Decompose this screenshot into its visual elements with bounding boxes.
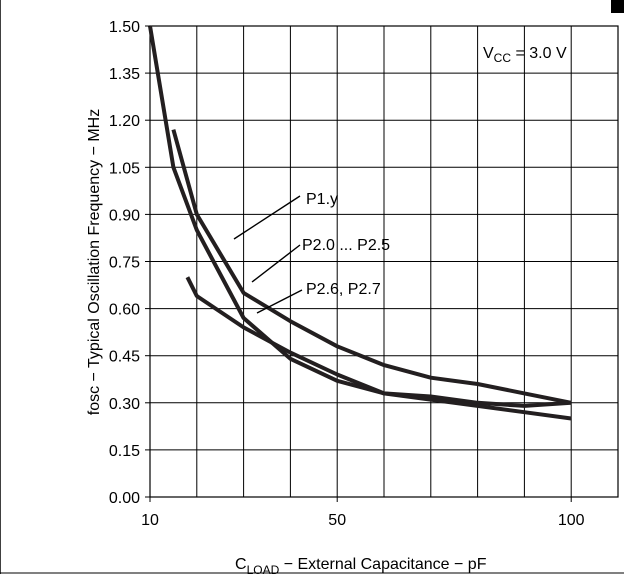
leader-p1y bbox=[233, 195, 301, 240]
leader-p20-p25 bbox=[251, 244, 301, 283]
grid bbox=[150, 26, 618, 497]
y-tick-label: 0.90 bbox=[109, 207, 140, 224]
vcc-prefix: V bbox=[483, 45, 494, 62]
vcc-annotation: VCC = 3.0 V bbox=[483, 45, 567, 65]
series-label-p26-p27: P2.6, P2.7 bbox=[306, 281, 381, 298]
y-axis-label: fosc − Typical Oscillation Frequency − M… bbox=[86, 109, 103, 416]
y-tick-label: 1.20 bbox=[109, 113, 140, 130]
vcc-rest: = 3.0 V bbox=[511, 45, 567, 62]
series-label-p1y: P1.y bbox=[306, 191, 338, 208]
x-tick-label: 50 bbox=[328, 512, 346, 529]
y-tick-label: 1.05 bbox=[109, 160, 140, 177]
y-tick-label: 0.00 bbox=[109, 490, 140, 507]
x-axis-label: CLOAD − External Capacitance − pF bbox=[235, 556, 487, 574]
corner-marker bbox=[611, 0, 624, 13]
series-layer bbox=[148, 25, 572, 421]
vcc-subscript: CC bbox=[494, 51, 512, 65]
x-tick-labels: 10 50 100 bbox=[141, 497, 585, 529]
y-tick-label: 0.45 bbox=[109, 349, 140, 366]
y-tick-label: 0.60 bbox=[109, 302, 140, 319]
series-line-2 bbox=[171, 129, 572, 405]
y-tick-label: 0.15 bbox=[109, 443, 140, 460]
x-axis-label-rest: − External Capacitance − pF bbox=[279, 556, 486, 573]
x-axis-label-subscript: LOAD bbox=[247, 563, 280, 574]
series-line-1 bbox=[148, 25, 572, 408]
y-tick-label: 0.30 bbox=[109, 396, 140, 413]
series-line-3 bbox=[185, 276, 572, 421]
y-tick-label: 0.75 bbox=[109, 255, 140, 272]
y-tick-label: 1.50 bbox=[109, 19, 140, 36]
y-tick-label: 1.35 bbox=[109, 66, 140, 83]
x-axis-label-prefix: C bbox=[235, 556, 247, 573]
y-tick-labels: 0.00 0.15 0.30 0.45 0.60 0.75 0.90 1.05 1.20 1.35… bbox=[109, 19, 150, 507]
series-label-p20-p25: P2.0 ... P2.5 bbox=[302, 237, 390, 254]
x-tick-label: 100 bbox=[558, 512, 585, 529]
x-tick-label: 10 bbox=[141, 512, 159, 529]
leader-p26-p27 bbox=[256, 289, 303, 314]
